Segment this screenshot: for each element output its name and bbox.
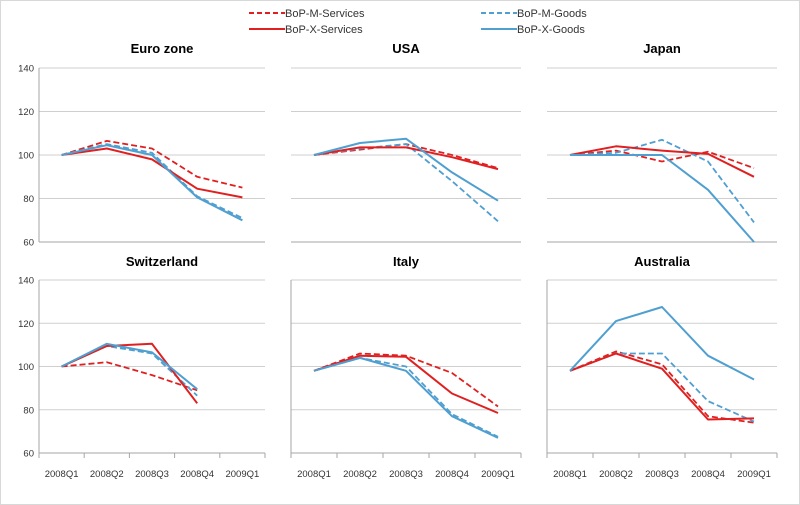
legend-label-bop-x-services: BoP-X-Services <box>285 24 363 36</box>
x-tick-label: 2008Q1 <box>45 469 79 480</box>
series-line-bop-m-services <box>569 149 755 169</box>
y-tick-label: 100 <box>18 151 34 162</box>
x-tick-label: 2009Q1 <box>481 469 515 480</box>
x-tick-label: 2008Q2 <box>343 469 377 480</box>
x-tick-label: 2008Q1 <box>297 469 331 480</box>
panel-australia: 2008Q1 2008Q2 2008Q3 2008Q4 2009Q1 Australia <box>546 254 778 480</box>
legend: BoP-M-Services BoP-M-Goods BoP-X-Services B… <box>249 8 587 36</box>
x-tick-label: 2008Q4 <box>180 469 214 480</box>
panel-switzerland: 2008Q1 2008Q2 2008Q3 2008Q4 2009Q1 60 80 100 120… <box>18 254 266 480</box>
x-tick-label: 2009Q1 <box>737 469 771 480</box>
series-line-bop-m-goods <box>569 138 755 223</box>
x-tick-label: 2008Q3 <box>389 469 423 480</box>
panel-title: Switzerland <box>126 254 198 269</box>
series-line-bop-m-goods <box>61 345 198 397</box>
legend-label-bop-m-services: BoP-M-Services <box>285 8 365 20</box>
x-tick-label: 2008Q2 <box>90 469 124 480</box>
x-tick-label: 2008Q3 <box>645 469 679 480</box>
y-tick-label: 60 <box>23 449 34 460</box>
panel-usa: USA <box>291 41 521 243</box>
series-line-bop-x-goods <box>61 144 243 222</box>
series-line-bop-x-services <box>313 146 499 171</box>
series-line-bop-m-goods <box>569 352 755 423</box>
y-tick-label: 80 <box>23 405 34 416</box>
panel-title: Euro zone <box>131 41 194 56</box>
panel-title: Australia <box>634 254 690 269</box>
x-tick-label: 2008Q2 <box>599 469 633 480</box>
series-line-bop-x-services <box>569 352 755 421</box>
x-tick-label: 2008Q4 <box>691 469 725 480</box>
y-tick-label: 120 <box>18 107 34 118</box>
x-tick-label: 2008Q4 <box>435 469 469 480</box>
y-tick-label: 100 <box>18 362 34 373</box>
y-tick-label: 140 <box>18 64 34 75</box>
series-line-bop-x-goods <box>313 137 499 202</box>
panel-japan: Japan <box>547 41 777 243</box>
series-line-bop-m-services <box>569 350 755 424</box>
series-line-bop-m-services <box>313 352 499 408</box>
panel-title: USA <box>392 41 420 56</box>
legend-label-bop-m-goods: BoP-M-Goods <box>517 8 587 20</box>
y-tick-label: 60 <box>23 238 34 249</box>
panel-euro-zone: 60 80 100 120 140 Euro zone <box>18 41 265 249</box>
series-line-bop-x-goods <box>570 154 755 243</box>
x-tick-label: 2008Q1 <box>553 469 587 480</box>
y-tick-label: 140 <box>18 276 34 287</box>
series-line-bop-x-goods <box>569 306 755 381</box>
series-line-bop-x-services <box>313 354 499 414</box>
series-line-bop-m-services <box>61 139 243 189</box>
series-line-bop-x-services <box>569 145 755 178</box>
series-line-bop-x-goods <box>313 356 499 439</box>
panel-title: Japan <box>643 41 681 56</box>
x-tick-label: 2008Q3 <box>135 469 169 480</box>
panel-title: Italy <box>393 254 420 269</box>
y-tick-label: 80 <box>23 194 34 205</box>
y-tick-label: 120 <box>18 319 34 330</box>
panel-italy: 2008Q1 2008Q2 2008Q3 2008Q4 2009Q1 Italy <box>290 254 522 480</box>
series-line-bop-m-services <box>61 361 198 392</box>
series-line-bop-x-services <box>61 147 243 199</box>
series-line-bop-x-goods <box>61 342 198 390</box>
legend-label-bop-x-goods: BoP-X-Goods <box>517 24 585 36</box>
x-tick-label: 2009Q1 <box>225 469 259 480</box>
